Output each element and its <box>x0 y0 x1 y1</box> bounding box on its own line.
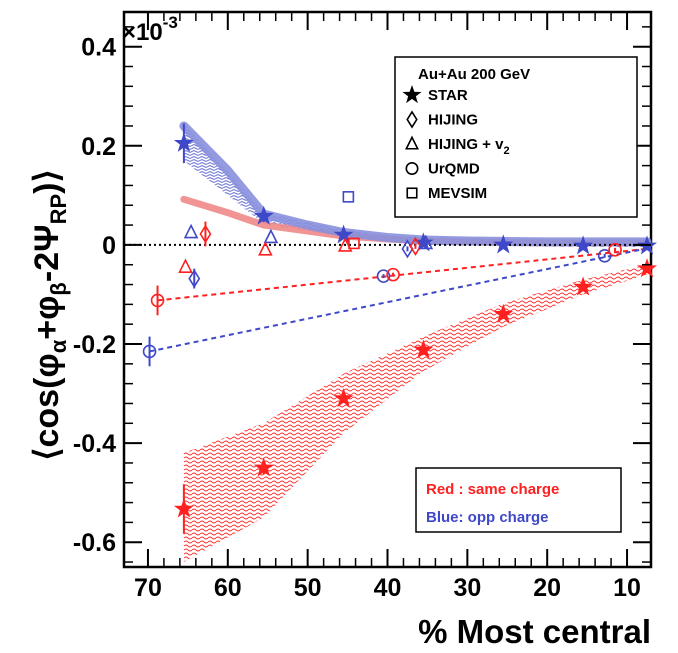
y-tick-label: -0.6 <box>73 529 116 557</box>
data-point-diamond <box>188 269 201 289</box>
x-tick-label: 10 <box>613 574 641 602</box>
y-axis-title: ⟨cos(φα+φβ-2ΨRP)⟩ <box>28 169 71 461</box>
legend-marker-square-icon <box>406 187 418 199</box>
legend-label: STAR <box>428 87 468 104</box>
ylabel-close: )⟩ <box>28 169 66 194</box>
ylabel-sub-beta: β <box>46 282 71 295</box>
data-point-triangle <box>263 228 279 244</box>
data-point-circle <box>150 293 165 308</box>
x-axis-title: % Most central <box>418 613 651 650</box>
series-star-same <box>173 258 658 534</box>
data-point-square <box>348 237 360 250</box>
ylabel-open: ⟨cos(φ <box>28 353 66 461</box>
data-points <box>142 123 658 534</box>
legend-label-subscript: 2 <box>503 145 509 157</box>
series-mevsim-opp <box>342 191 355 203</box>
dashed-line-same <box>157 247 648 302</box>
legend-label-text: MEVSIM <box>428 185 487 202</box>
x-tick-label: 40 <box>374 574 402 602</box>
legend-entries: STAR HIJING HIJING + v2 UrQMD MEVSIM <box>402 84 510 202</box>
y-tick-label: -0.2 <box>73 331 116 359</box>
data-point-star <box>573 235 594 255</box>
legend: Au+Au 200 GeV STAR HIJING HIJING + v2 UrQMD… <box>394 56 638 218</box>
data-point-circle <box>597 249 612 263</box>
data-point-star <box>333 224 354 244</box>
data-point-star <box>253 457 274 477</box>
dashed-line-opp <box>149 247 648 353</box>
y-tick-label: 0.4 <box>81 34 116 62</box>
data-point-triangle <box>418 234 434 250</box>
axis-ticks: 70 60 50 40 30 20 10 -0.6 -0.4 -0.2 0 0.2 0.4 <box>73 12 651 602</box>
band-same <box>183 264 648 563</box>
legend-label-text: STAR <box>428 87 468 104</box>
legend-entry-circle: UrQMD <box>405 161 480 178</box>
legend-label: HIJING <box>428 112 478 129</box>
ylabel-sub-alpha: α <box>46 339 71 353</box>
charge-legend-box <box>415 467 622 533</box>
charge-blue-label: Blue: opp charge <box>426 509 549 526</box>
legend-label: UrQMD <box>428 161 480 178</box>
data-point-star <box>573 276 594 296</box>
legend-title: Au+Au 200 GeV <box>418 66 530 83</box>
data-point-star <box>253 205 274 225</box>
series-hijing-opp <box>188 239 414 289</box>
series-urqmd-opp <box>142 249 612 367</box>
x-tick-label: 60 <box>214 574 242 602</box>
data-point-triangle <box>183 223 199 239</box>
y-tick-label: 0.2 <box>81 133 116 161</box>
charge-legend: Red : same charge Blue: opp charge <box>415 467 622 533</box>
data-point-circle <box>608 243 622 257</box>
data-point-star <box>173 498 194 518</box>
data-point-triangle <box>258 241 273 256</box>
axis-multiplier: ×10-3 <box>122 13 178 46</box>
series-urqmd-same <box>150 243 622 316</box>
data-point-triangle <box>178 258 193 274</box>
data-point-star <box>493 234 514 254</box>
legend-entry-triangle: HIJING + v2 <box>405 135 510 157</box>
legend-entry-star: STAR <box>402 84 468 104</box>
x-tick-label: 30 <box>453 574 481 602</box>
data-point-star <box>333 387 354 408</box>
ylabel-mid: +φ <box>28 296 66 340</box>
series-hijing-v2-opp <box>183 223 434 250</box>
data-point-circle <box>376 269 391 283</box>
legend-entry-diamond: HIJING <box>406 110 478 129</box>
data-point-diamond <box>409 236 422 256</box>
dashed-trend-lines <box>149 247 648 353</box>
charge-red-label: Red : same charge <box>426 481 559 498</box>
legend-marker-triangle-icon <box>405 135 419 150</box>
data-point-square <box>342 191 355 203</box>
legend-label: MEVSIM <box>428 185 487 202</box>
x-tick-label: 70 <box>134 574 162 602</box>
multiplier-base: ×10 <box>122 19 163 46</box>
data-point-star <box>636 258 658 278</box>
multiplier-exponent: -3 <box>163 13 178 32</box>
x-tick-label: 20 <box>533 574 561 602</box>
legend-marker-diamond-icon <box>406 110 418 129</box>
data-point-star <box>413 339 434 359</box>
y-tick-label: -0.4 <box>73 430 116 458</box>
data-point-circle <box>386 267 400 282</box>
data-point-circle <box>142 344 157 359</box>
legend-label-text: HIJING <box>428 112 478 129</box>
data-point-diamond <box>199 224 212 244</box>
series-mevsim-same <box>348 237 360 250</box>
legend-label: HIJING + v2 <box>428 136 510 157</box>
data-point-star <box>493 303 514 323</box>
legend-label-text: UrQMD <box>428 161 480 178</box>
series-hijing-same <box>199 221 422 256</box>
legend-marker-circle-icon <box>405 162 419 176</box>
legend-label-text: HIJING + v <box>428 136 504 153</box>
x-tick-label: 50 <box>294 574 322 602</box>
legend-marker-star-icon <box>402 84 422 104</box>
legend-entry-square: MEVSIM <box>406 185 487 202</box>
legend-box <box>394 56 638 218</box>
ylabel-sub-rp: RP <box>46 194 71 225</box>
uncertainty-bands <box>183 123 648 563</box>
y-tick-label: 0 <box>102 232 116 260</box>
ylabel-mid2: -2Ψ <box>28 224 66 282</box>
data-point-star <box>173 132 194 152</box>
